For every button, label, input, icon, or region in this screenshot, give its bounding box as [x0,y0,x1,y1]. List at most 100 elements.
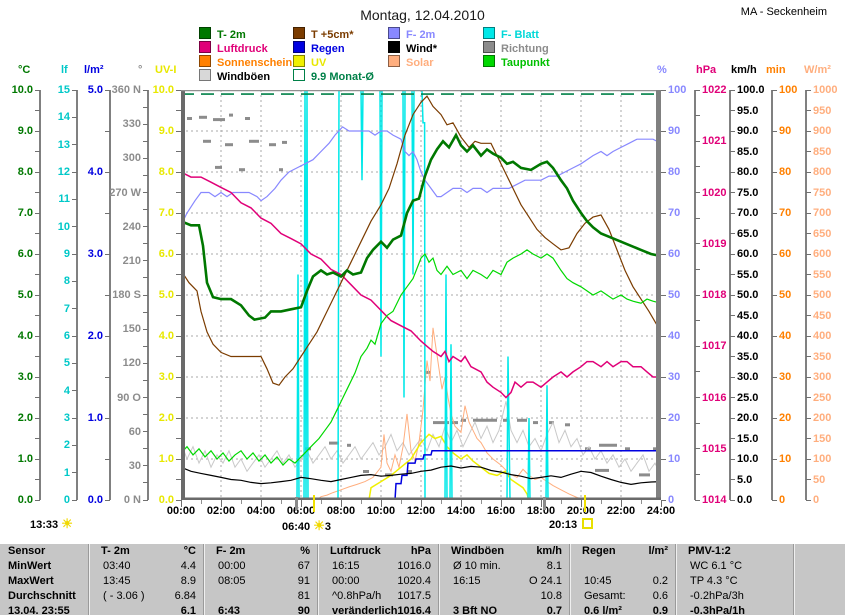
axis-tick [72,171,77,173]
axis-tick-label: 100 [779,84,798,96]
axis-tick-label: 30 [668,371,681,383]
table-cell-time: 16:15 [453,575,481,587]
axis-tick [72,253,77,255]
axis-tick [105,130,110,132]
axis-tick [661,130,666,132]
axis-tick-label: 6 [63,330,70,342]
table-cell-time: 0.6 l/m² [584,605,622,615]
axis-tick [730,376,735,378]
axis-tick-label: 0 [813,494,820,506]
axis-tick [695,217,700,219]
axis-tick-label: 400 [813,330,832,342]
axis-tick-label: 5.0 [87,84,103,96]
axis-header-lf: lf [61,64,68,76]
axis-tick [661,335,666,337]
axis-tick-label: 10.0 [152,84,174,96]
axis-tick-label: 450 [813,309,832,322]
axis-tick [72,417,77,419]
legend-swatch [293,69,305,81]
sunrise-annotation: 06:40 ☀3 [282,518,331,534]
table-row-label: 13.04. 23:55 [8,605,70,615]
axis-tick [35,151,40,152]
axis-tick-label: 0.0 [737,494,753,506]
axis-tick [661,253,666,255]
table-cell-value: 6.84 [174,590,196,602]
table-row: 13.04. 23:55 6.1 6:43 90 veränderlich 1016.4 3… [0,604,845,615]
axis-tick-label: 8.0 [17,166,33,178]
table-cell-time: WC 6.1 °C [690,560,743,572]
axis-tick [695,397,700,398]
axis-tick-label: 100 [813,453,832,465]
axis-tick [806,376,811,378]
legend-item-regen: Regen [293,41,345,55]
square-icon [582,518,594,529]
axis-tick [176,356,181,357]
axis-tick-label: 55.0 [737,268,759,281]
table-cell-time: 16:15 [332,560,360,572]
legend-label: F- Blatt [501,29,539,41]
x-tick [261,500,262,507]
axis-tick [695,192,700,193]
axis-tick-label: 70 [668,207,681,219]
table-row: Durchschnitt ( - 3.06 ) 6.84 81 ^0.8hPa/h 101… [0,589,845,604]
axis-tick-label: 5.0 [158,289,174,301]
axis-tick [695,345,700,347]
axis-tick [143,379,148,381]
twilight-mark [295,497,298,510]
axis-tick [661,458,666,460]
x-tick-label: 10:00 [366,505,396,517]
table-cell-value: 0.6 [652,590,668,602]
axis-tick [35,130,40,132]
axis-tick-label: 90.0 [737,125,759,137]
axis-tick-label: 0 [779,494,786,506]
table-cell-time: 13:45 [103,575,131,587]
axis-tick [730,274,735,275]
plot-area [181,90,661,500]
axis-tick [143,311,148,313]
axis-tick [35,274,40,275]
axis-tick-label: 7.0 [17,207,33,219]
axis-tick-label: 30 [779,371,792,383]
axis-tick [143,89,148,91]
axis-tick [695,166,700,168]
axis-tick [72,116,77,118]
axis-tick-label: 9.0 [17,125,33,137]
axis-tick [730,315,735,316]
x-tick-minor [281,500,282,504]
axis-tick-label: 8 [63,275,70,288]
axis-line-direction [147,90,149,500]
axis-tick [72,444,77,446]
axis-tick [806,89,811,91]
table-separator [570,544,571,615]
axis-tick [695,371,700,373]
axis-tick-label: 10 [57,220,70,233]
sunrise-suffix: 3 [324,521,331,533]
page-title: Montag, 12.04.2010 [360,7,485,23]
axis-tick-label: 1.0 [87,412,103,424]
x-tick-minor [361,500,362,504]
axis-line-celsius [39,90,41,500]
axis-tick [772,212,777,214]
axis-tick-label: 4.0 [87,166,103,178]
axis-tick [806,438,811,439]
axis-tick [661,294,666,296]
legend-label: 9.9 Monat-Ø [311,71,374,83]
axis-tick [806,233,811,234]
table-cell-value: 67 [297,560,310,572]
axis-tick [105,171,110,173]
legend-swatch [388,41,400,53]
x-tick-label: 22:00 [606,505,636,517]
table-cell-time: 00:00 [218,560,246,572]
axis-tick [806,212,811,214]
axis-tick-label: 2 [63,439,70,452]
axis-tick [35,438,40,439]
axis-tick [105,253,110,255]
axis-tick-label: 5.0 [737,473,753,486]
axis-tick [176,274,181,275]
axis-header-uv: UV-I [155,64,177,76]
x-tick-label: 02:00 [206,505,236,517]
axis-tick [176,479,181,480]
axis-tick [730,458,735,460]
axis-tick-label: 15.0 [737,432,759,445]
axis-tick [806,253,811,255]
